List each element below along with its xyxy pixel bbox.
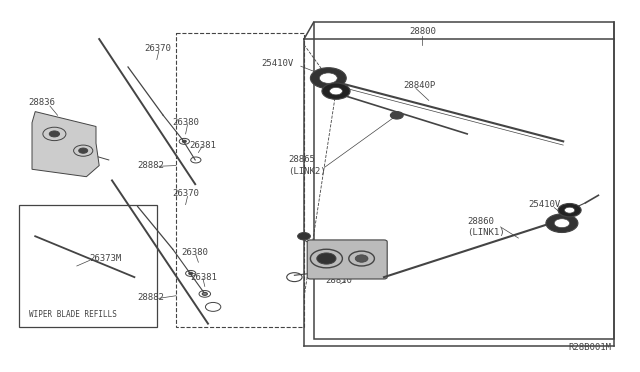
Circle shape: [202, 292, 207, 295]
Text: 26381: 26381: [190, 273, 217, 282]
Text: 28840P: 28840P: [403, 81, 435, 90]
Text: 25410V: 25410V: [261, 59, 293, 68]
Text: 26381: 26381: [189, 141, 216, 150]
Text: 28860: 28860: [467, 217, 494, 226]
Circle shape: [546, 214, 578, 232]
Text: 26370: 26370: [173, 189, 200, 198]
Bar: [19, 205, 157, 327]
Circle shape: [330, 87, 342, 95]
Circle shape: [322, 83, 350, 99]
FancyBboxPatch shape: [307, 240, 387, 279]
Circle shape: [554, 219, 570, 228]
Circle shape: [564, 207, 575, 213]
Circle shape: [49, 131, 60, 137]
Text: 28800: 28800: [410, 27, 436, 36]
Text: 25410V: 25410V: [528, 200, 560, 209]
Circle shape: [355, 255, 368, 262]
Text: 28882: 28882: [138, 161, 164, 170]
Text: WIPER BLADE REFILLS: WIPER BLADE REFILLS: [29, 310, 116, 319]
Text: 26380: 26380: [181, 248, 208, 257]
Text: 26380: 26380: [173, 118, 200, 127]
Text: 28836: 28836: [29, 98, 56, 107]
Circle shape: [558, 203, 581, 217]
Circle shape: [319, 73, 337, 83]
Circle shape: [189, 272, 193, 275]
Circle shape: [79, 148, 88, 153]
Circle shape: [310, 68, 346, 89]
Text: R28B001M: R28B001M: [568, 343, 611, 352]
Text: 26370: 26370: [144, 44, 171, 53]
Text: 28810: 28810: [325, 276, 352, 285]
Bar: [176, 33, 304, 327]
Text: (LINK2): (LINK2): [288, 167, 326, 176]
Text: 28882: 28882: [138, 293, 164, 302]
Circle shape: [298, 232, 310, 240]
Bar: [314, 22, 614, 339]
Circle shape: [182, 140, 186, 142]
Text: 26373M: 26373M: [90, 254, 122, 263]
Text: (LINK1): (LINK1): [467, 228, 505, 237]
Circle shape: [390, 112, 403, 119]
Polygon shape: [32, 112, 99, 177]
Text: 28865: 28865: [288, 155, 315, 164]
Circle shape: [317, 253, 336, 264]
